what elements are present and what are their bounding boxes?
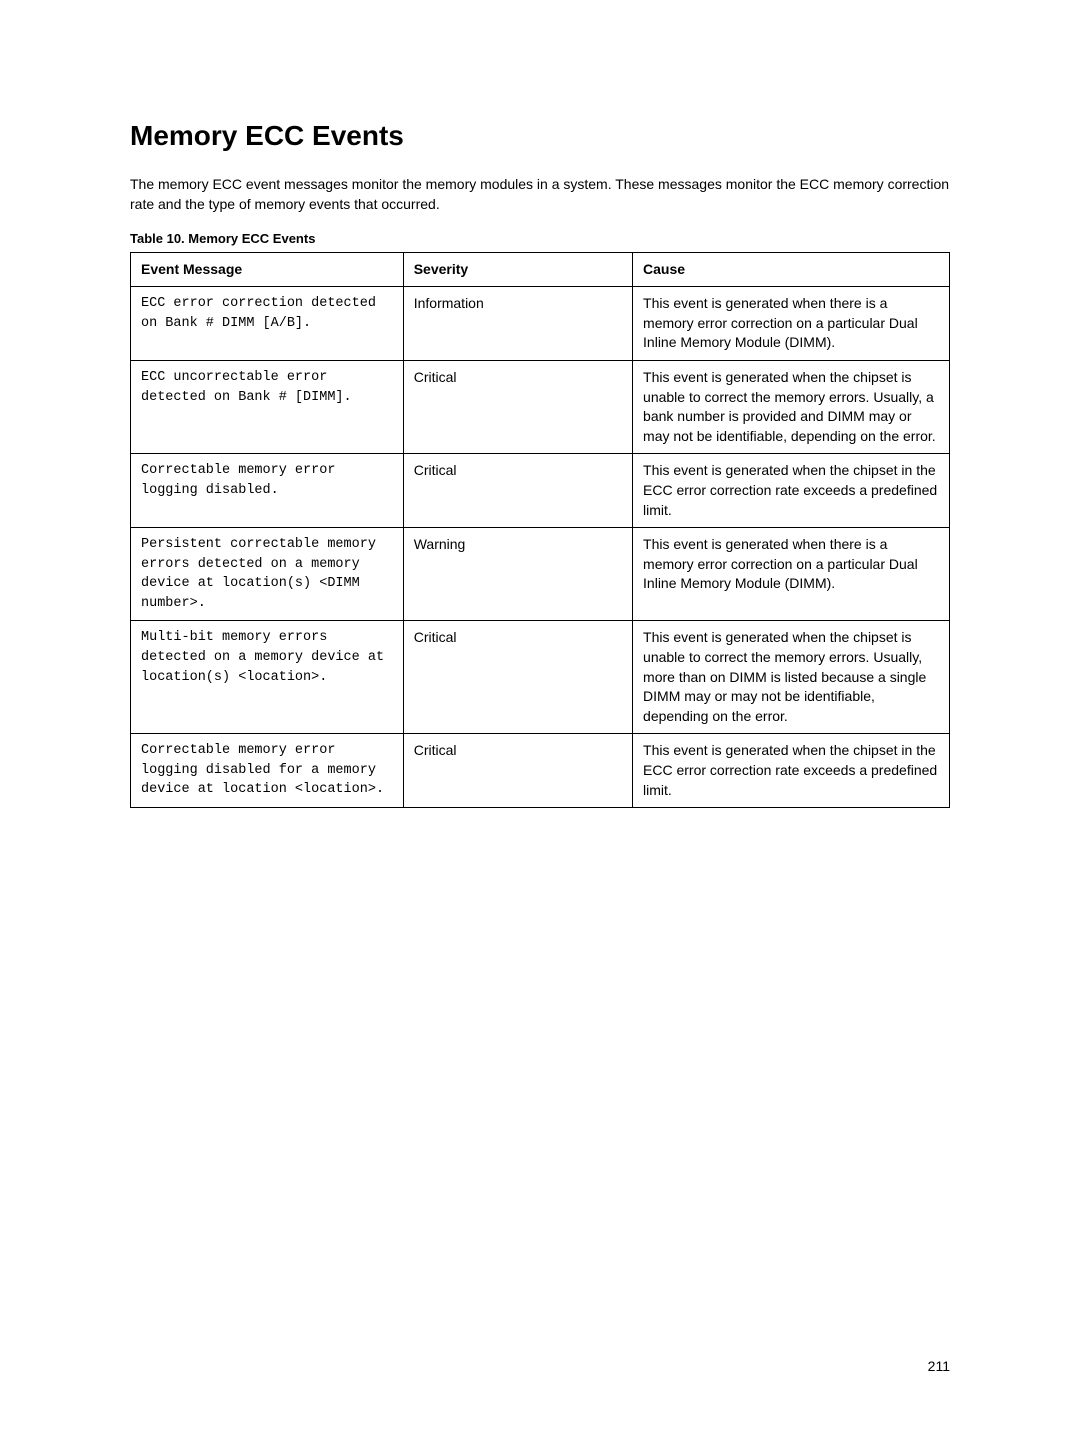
page-number: 211	[928, 1358, 950, 1374]
cell-event-message: Correctable memory error logging disable…	[131, 454, 404, 528]
cell-cause: This event is generated when there is a …	[633, 528, 950, 621]
header-cause: Cause	[633, 252, 950, 287]
table-header-row: Event Message Severity Cause	[131, 252, 950, 287]
page-title: Memory ECC Events	[130, 120, 950, 152]
intro-paragraph: The memory ECC event messages monitor th…	[130, 174, 950, 215]
table-row: Multi-bit memory errors detected on a me…	[131, 621, 950, 734]
table-row: ECC error correction detected on Bank # …	[131, 287, 950, 361]
cell-cause: This event is generated when the chipset…	[633, 621, 950, 734]
cell-event-message: Multi-bit memory errors detected on a me…	[131, 621, 404, 734]
table-caption: Table 10. Memory ECC Events	[130, 231, 950, 246]
cell-event-message: Persistent correctable memory errors det…	[131, 528, 404, 621]
cell-event-message: ECC error correction detected on Bank # …	[131, 287, 404, 361]
cell-severity: Warning	[403, 528, 632, 621]
table-row: Correctable memory error logging disable…	[131, 454, 950, 528]
cell-cause: This event is generated when the chipset…	[633, 360, 950, 453]
cell-event-message: Correctable memory error logging disable…	[131, 734, 404, 808]
table-row: ECC uncorrectable error detected on Bank…	[131, 360, 950, 453]
cell-severity: Critical	[403, 621, 632, 734]
header-event-message: Event Message	[131, 252, 404, 287]
header-severity: Severity	[403, 252, 632, 287]
cell-cause: This event is generated when the chipset…	[633, 454, 950, 528]
cell-severity: Information	[403, 287, 632, 361]
cell-severity: Critical	[403, 454, 632, 528]
cell-severity: Critical	[403, 360, 632, 453]
cell-severity: Critical	[403, 734, 632, 808]
cell-event-message: ECC uncorrectable error detected on Bank…	[131, 360, 404, 453]
ecc-events-table: Event Message Severity Cause ECC error c…	[130, 252, 950, 809]
table-row: Correctable memory error logging disable…	[131, 734, 950, 808]
table-row: Persistent correctable memory errors det…	[131, 528, 950, 621]
cell-cause: This event is generated when there is a …	[633, 287, 950, 361]
cell-cause: This event is generated when the chipset…	[633, 734, 950, 808]
